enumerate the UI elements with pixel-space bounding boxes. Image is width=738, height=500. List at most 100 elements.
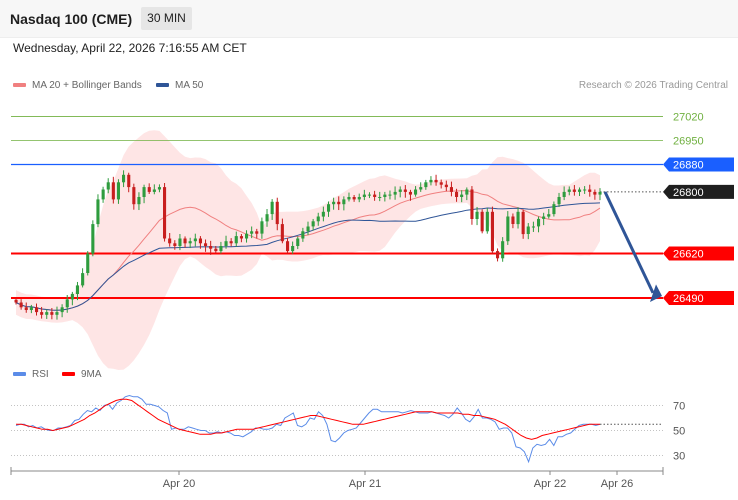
candle-body [475,211,479,219]
candle-body [204,243,208,246]
candle-body [521,211,525,235]
ma20-swatch [13,83,26,88]
candle-body [50,312,54,315]
rsi-tick-label: 50 [673,426,685,438]
candle-body [511,216,515,224]
candle-body [480,211,484,232]
candle-body [388,194,392,196]
candle-body [163,187,167,239]
candle-body [583,189,587,191]
legend-ma50: MA 50 [156,80,203,91]
candle-body [60,307,64,313]
candle-body [501,241,505,259]
candle-body [168,238,172,244]
candle-body [542,216,546,219]
candle-body [183,238,187,244]
rsi-swatch [13,372,26,377]
candle-body [45,312,49,315]
candle-body [301,231,305,239]
legend-9ma: 9MA [62,369,102,380]
level-label-27020: 27020 [673,112,704,124]
candle-body [178,238,182,246]
x-axis-label: Apr 22 [534,478,566,490]
candle-body [270,201,274,215]
candle-body [224,241,228,246]
candle-body [173,243,177,246]
candle-body [414,189,418,195]
candle-body [142,187,146,197]
candle-body [152,189,156,192]
candle-body [408,191,412,195]
candle-body [332,201,336,205]
candle-body [429,179,433,183]
candle-body [449,187,453,192]
candle-body [362,194,366,197]
candle-body [537,218,541,227]
forecast-arrow-head [650,284,662,303]
candle-body [424,182,428,188]
candle-body [547,214,551,217]
legend-ma20-label: MA 20 + Bollinger Bands [32,80,142,91]
candle-body [598,191,602,195]
datetime-stamp: Wednesday, April 22, 2026 7:16:55 AM CET [13,41,247,55]
level-tag-26490 [663,291,734,306]
candle-body [352,197,356,200]
candle-body [127,174,131,188]
candle-body [35,307,39,313]
candle-body [91,224,95,254]
candle-body [572,189,576,192]
candle-body [419,187,423,190]
candle-body [327,204,331,212]
legend-ma50-label: MA 50 [175,80,204,91]
candle-body [506,216,510,242]
candle-body [434,179,438,183]
candle-body [132,187,136,205]
candle-body [81,273,85,286]
candle-body [398,189,402,192]
rsi-line [15,394,601,464]
candle-body [291,246,295,252]
candle-body [193,238,197,242]
candle-body [465,189,469,195]
level-tag-26620 [663,246,734,261]
candle-body [75,285,79,294]
level-label-26490: 26490 [673,293,704,305]
legend-rsi: RSI [13,369,49,380]
candle-body [373,194,377,197]
rsi-9ma-line [16,398,600,440]
candle-body [239,236,243,239]
candle-body [593,191,597,195]
candle-body [219,246,223,252]
credit-text: Research © 2026 Trading Central [578,80,728,91]
level-label-26800: 26800 [673,187,704,199]
candle-body [588,189,592,192]
ma9-swatch [62,372,75,377]
candle-body [147,187,151,192]
candle-body [229,241,233,244]
legend-rsi-label: RSI [32,369,49,380]
x-axis-label: Apr 20 [163,478,195,490]
candle-body [116,182,120,200]
candle-body [526,226,530,234]
timeframe-button[interactable]: 30 MIN [141,7,192,30]
candle-body [255,231,259,234]
candle-body [296,238,300,246]
candle-body [444,184,448,188]
chart-header: Nasdaq 100 (CME) 30 MIN [0,0,738,38]
candle-body [198,238,202,244]
legend-ma20: MA 20 + Bollinger Bands [13,80,142,91]
forecast-arrow-shaft [603,191,655,294]
instrument-title: Nasdaq 100 (CME) [10,11,133,27]
candle-body [111,182,115,200]
candle-body [347,197,351,200]
candle-body [357,197,361,200]
candle-body [490,211,494,252]
candle-body [383,194,387,197]
candle-body [280,224,284,242]
rsi-tick-label: 70 [673,401,685,413]
candle-body [265,214,269,222]
candle-body [439,182,443,185]
candle-body [342,199,346,205]
legend-9ma-label: 9MA [81,369,102,380]
bollinger-band [16,130,600,370]
